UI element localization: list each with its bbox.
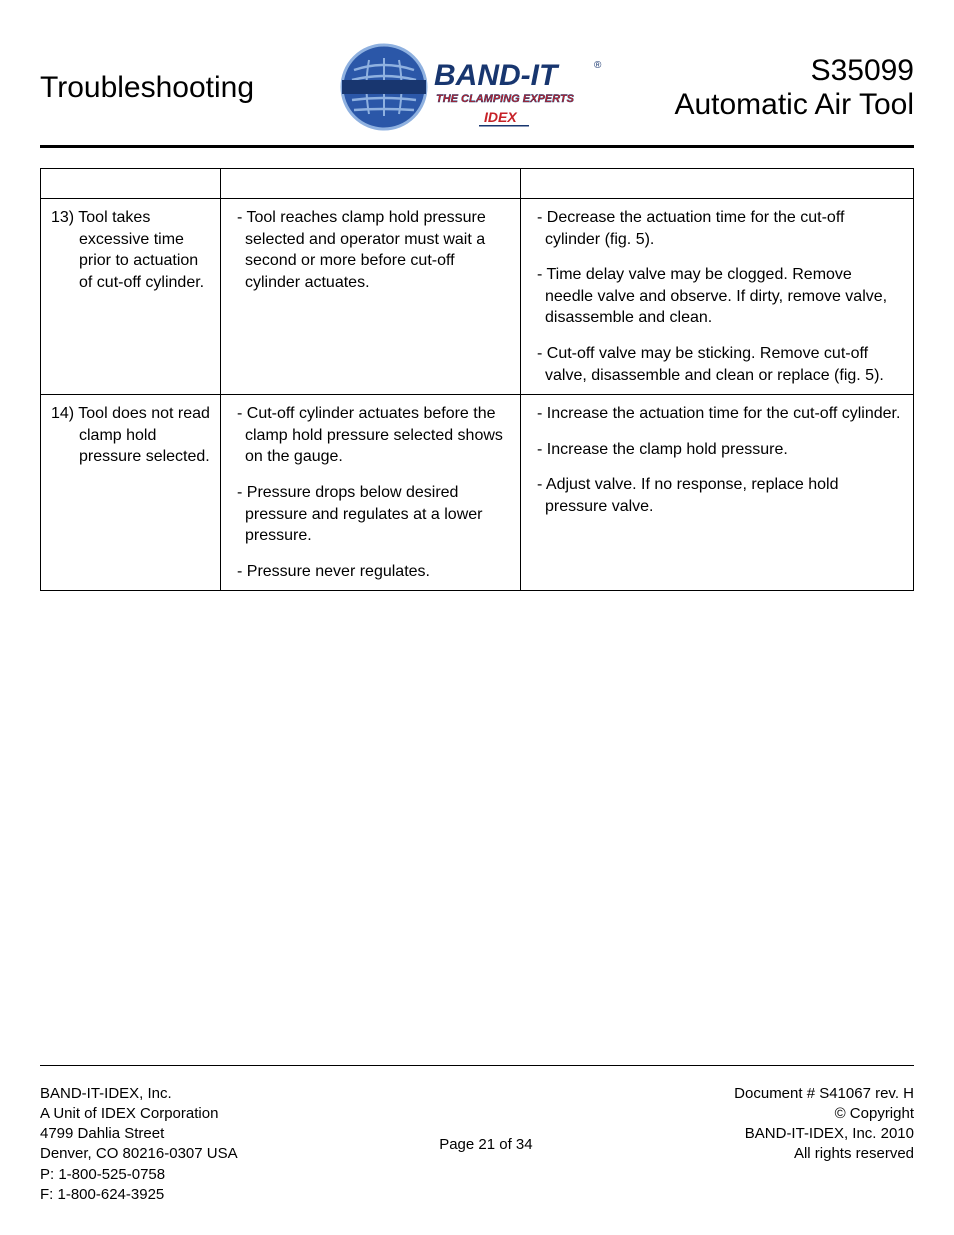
cause-item: - Tool reaches clamp hold pressure selec… [231, 207, 510, 293]
problem-text: 13) Tool takes excessive time prior to a… [51, 207, 210, 293]
product-id-block: S35099 Automatic Air Tool [674, 54, 914, 122]
remedy-item: - Time delay valve may be clogged. Remov… [531, 264, 903, 329]
cause-item: - Cut-off cylinder actuates before the c… [231, 403, 510, 468]
cause-item: - Pressure drops below desired pressure … [231, 482, 510, 547]
remedy-item: - Decrease the actuation time for the cu… [531, 207, 903, 250]
svg-text:®: ® [594, 60, 602, 71]
remedy-cell: - Decrease the actuation time for the cu… [521, 199, 914, 395]
footer-company: BAND-IT-IDEX, Inc. [40, 1084, 238, 1104]
footer-phone: P: 1-800-525-0758 [40, 1165, 238, 1185]
cause-cell: - Tool reaches clamp hold pressure selec… [221, 199, 521, 395]
svg-text:THE CLAMPING EXPERTS: THE CLAMPING EXPERTS [436, 93, 575, 105]
bandit-logo-svg: BAND-IT ® THE CLAMPING EXPERTS IDEX [324, 40, 604, 135]
footer-city: Denver, CO 80216-0307 USA [40, 1144, 238, 1164]
table-row: 13) Tool takes excessive time prior to a… [41, 199, 914, 395]
problem-cell: 13) Tool takes excessive time prior to a… [41, 199, 221, 395]
remedy-item: - Cut-off valve may be sticking. Remove … [531, 343, 903, 386]
footer-document-info: Document # S41067 rev. H © Copyright BAN… [734, 1084, 914, 1165]
remedy-item: - Adjust valve. If no response, replace … [531, 474, 903, 517]
cause-cell: - Cut-off cylinder actuates before the c… [221, 395, 521, 591]
footer-unit: A Unit of IDEX Corporation [40, 1104, 238, 1124]
table-cell [41, 169, 221, 199]
remedy-item: - Increase the actuation time for the cu… [531, 403, 903, 425]
footer-street: 4799 Dahlia Street [40, 1124, 238, 1144]
page-footer: BAND-IT-IDEX, Inc. A Unit of IDEX Corpor… [40, 1065, 914, 1206]
problem-text: 14) Tool does not read clamp hold pressu… [51, 403, 210, 468]
troubleshooting-table: 13) Tool takes excessive time prior to a… [40, 168, 914, 591]
table-cell [221, 169, 521, 199]
footer-copyright: © Copyright [734, 1104, 914, 1124]
model-number: S35099 [674, 54, 914, 88]
remedy-item: - Increase the clamp hold pressure. [531, 439, 903, 461]
remedy-cell: - Increase the actuation time for the cu… [521, 395, 914, 591]
page-header: Troubleshooting BAND-IT ® THE CLAMPING E… [40, 40, 914, 148]
product-name: Automatic Air Tool [674, 88, 914, 122]
section-title: Troubleshooting [40, 71, 254, 105]
footer-company-year: BAND-IT-IDEX, Inc. 2010 [734, 1124, 914, 1144]
table-cell [521, 169, 914, 199]
svg-text:IDEX: IDEX [484, 109, 518, 125]
table-row: 14) Tool does not read clamp hold pressu… [41, 395, 914, 591]
problem-cell: 14) Tool does not read clamp hold pressu… [41, 395, 221, 591]
footer-doc: Document # S41067 rev. H [734, 1084, 914, 1104]
footer-fax: F: 1-800-624-3925 [40, 1185, 238, 1205]
table-row [41, 169, 914, 199]
document-page: Troubleshooting BAND-IT ® THE CLAMPING E… [0, 0, 954, 1235]
svg-text:BAND-IT: BAND-IT [434, 59, 560, 92]
footer-page-number: Page 21 of 34 [439, 1136, 532, 1153]
brand-logo: BAND-IT ® THE CLAMPING EXPERTS IDEX [324, 40, 604, 135]
footer-address: BAND-IT-IDEX, Inc. A Unit of IDEX Corpor… [40, 1084, 238, 1206]
footer-rights: All rights reserved [734, 1144, 914, 1164]
cause-item: - Pressure never regulates. [231, 561, 510, 583]
